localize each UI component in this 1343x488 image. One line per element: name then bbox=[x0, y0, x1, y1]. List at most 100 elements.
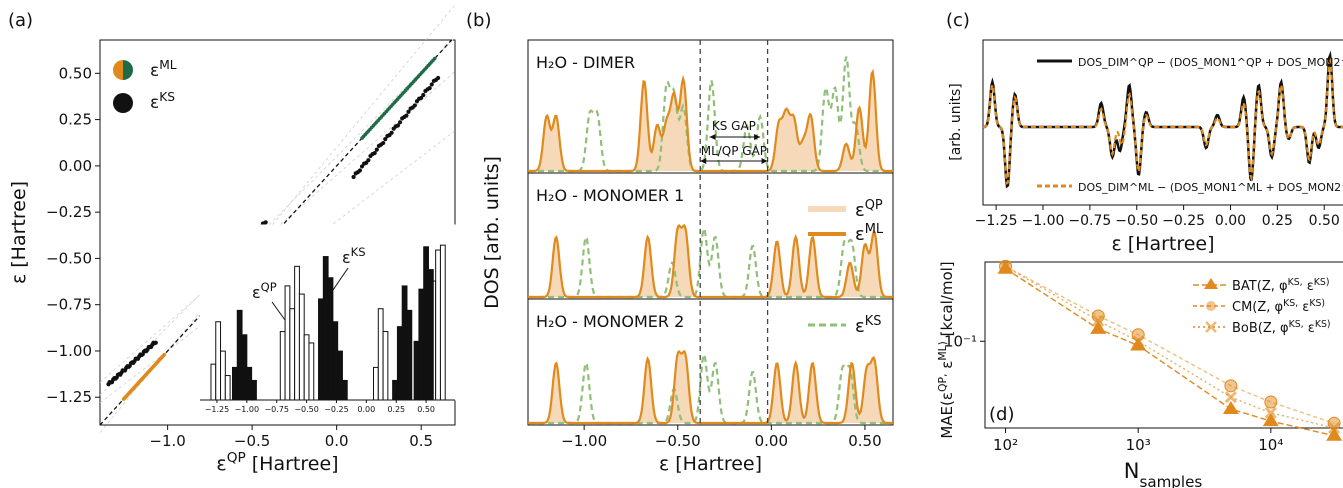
qp-histogram-bar bbox=[279, 331, 286, 401]
y-axis-label: MAE(εQP, εML) [kcal/mol] bbox=[936, 261, 957, 438]
series-line bbox=[1005, 265, 1335, 424]
y-axis-label: ε [Hartree] bbox=[8, 181, 30, 284]
ks-histogram-bar bbox=[392, 379, 398, 401]
ks-dos-line bbox=[528, 227, 893, 299]
qp-histogram-bar bbox=[373, 366, 379, 401]
legend-ks-label: εKS bbox=[855, 314, 881, 338]
ks-histogram-bar bbox=[423, 246, 429, 401]
bat-marker bbox=[1222, 401, 1239, 415]
panel-b-frame bbox=[527, 39, 894, 426]
ks-histogram-bar bbox=[318, 298, 324, 401]
panel-d-frame bbox=[984, 261, 1343, 429]
ks-histogram-bar bbox=[327, 277, 334, 401]
y-tick-label: −0.25 bbox=[46, 203, 92, 221]
legend-label: BAT(Z, φKS, εKS) bbox=[1232, 277, 1329, 295]
legend-qp-label: DOS_DIM^QP − (DOS_MON1^QP + DOS_MON2^QP) bbox=[1078, 56, 1343, 69]
x-tick-label: −0.50 bbox=[1115, 213, 1158, 229]
ks-histogram-bar bbox=[322, 256, 329, 401]
x-tick-label: −0.25 bbox=[1162, 213, 1205, 229]
x-tick-label: 10³ bbox=[1126, 436, 1151, 454]
ml-difference-line bbox=[983, 57, 1343, 186]
qp-histogram-bar bbox=[289, 308, 296, 401]
ks-histogram-bar bbox=[337, 350, 343, 401]
qp-histogram-bar bbox=[215, 321, 222, 401]
inset-qp-label: εQP bbox=[252, 280, 277, 302]
legend-bat-marker bbox=[1204, 278, 1218, 289]
bob-marker bbox=[1224, 391, 1237, 404]
legend-label: BoB(Z, φKS, εKS) bbox=[1232, 319, 1331, 337]
ks-point bbox=[263, 220, 268, 225]
inset-qp-pointer bbox=[271, 301, 286, 321]
qp-difference-line bbox=[983, 50, 1343, 189]
bat-marker bbox=[1262, 413, 1279, 427]
x-tick-label: −0.50 bbox=[655, 432, 701, 450]
series-line bbox=[1005, 268, 1335, 437]
y-tick-label: 0.25 bbox=[59, 111, 92, 129]
x-tick-label: 0.5 bbox=[409, 432, 433, 450]
qp-histogram-bar bbox=[435, 249, 441, 401]
ks-histogram-bar bbox=[332, 321, 339, 401]
legend-bob-marker bbox=[1205, 321, 1217, 333]
bob-marker bbox=[999, 260, 1012, 273]
qp-histogram-bar bbox=[224, 375, 231, 401]
x-tick-label: 0.25 bbox=[1262, 213, 1293, 229]
y-tick-label: −0.75 bbox=[46, 296, 92, 314]
qp-histogram-bar bbox=[439, 244, 446, 401]
x-tick-label: 0.00 bbox=[1215, 213, 1246, 229]
subplot-title: H₂O - DIMER bbox=[536, 53, 635, 72]
qp-histogram-bar bbox=[303, 334, 310, 401]
ks-point bbox=[357, 168, 363, 173]
inset-tick-label: −0.75 bbox=[264, 405, 289, 414]
panel-c-frame bbox=[982, 39, 1343, 206]
inset-tick-label: −1.25 bbox=[205, 405, 230, 414]
ks-point bbox=[429, 82, 434, 87]
inset-tick-label: 0.25 bbox=[387, 405, 405, 414]
inset-ks-label: εKS bbox=[342, 245, 366, 267]
ks-histogram-bar bbox=[241, 334, 248, 401]
arrow-head bbox=[754, 134, 761, 140]
legend-ml-label: DOS_DIM^ML − (DOS_MON1^ML + DOS_MON2^ML) bbox=[1078, 181, 1343, 194]
x-tick-label: 10² bbox=[993, 436, 1018, 454]
ks-point bbox=[412, 103, 417, 108]
ml-dos-line bbox=[528, 68, 893, 173]
subplot-title: H₂O - MONOMER 2 bbox=[536, 312, 684, 331]
ml-point bbox=[162, 352, 167, 357]
ks-point bbox=[406, 109, 411, 114]
ks-dos-line bbox=[528, 353, 893, 425]
ks-point bbox=[419, 95, 424, 101]
panel-label-b: (b) bbox=[466, 10, 492, 31]
x-axis-label: ε [Hartree] bbox=[659, 453, 762, 475]
ks-point bbox=[153, 340, 158, 345]
arrow-head bbox=[700, 158, 707, 164]
y-tick-label: 0.50 bbox=[59, 64, 92, 82]
ks-histogram-bar bbox=[413, 340, 420, 401]
ks-histogram-bar bbox=[396, 326, 403, 401]
y-axis-label: [arb. units] bbox=[948, 83, 964, 160]
ks-histogram-bar bbox=[251, 379, 257, 401]
qp-histogram-bar bbox=[294, 265, 300, 401]
x-tick-label: 10⁴ bbox=[1258, 436, 1283, 454]
x-tick-label: 0.50 bbox=[848, 432, 881, 450]
inset-tick-label: 0.50 bbox=[417, 405, 435, 414]
panel-label-a: (a) bbox=[8, 10, 34, 31]
x-tick-label: 0.00 bbox=[755, 432, 788, 450]
qp-fill bbox=[528, 71, 893, 171]
x-axis-label: ε [Hartree] bbox=[1111, 233, 1214, 255]
ks-histogram-bar bbox=[406, 309, 413, 401]
y-tick-label: 0.00 bbox=[59, 157, 92, 175]
legend-ml-label: εML bbox=[855, 222, 884, 246]
ks-histogram-bar bbox=[427, 269, 434, 401]
x-tick-label: −1.00 bbox=[561, 432, 607, 450]
ks-histogram-bar bbox=[418, 288, 425, 401]
legend-ml-label: εML bbox=[150, 58, 177, 81]
ks-point bbox=[366, 158, 371, 163]
x-tick-label: 0.0 bbox=[325, 432, 349, 450]
legend-ml-marker-orange bbox=[113, 60, 123, 80]
qp-histogram-bar bbox=[284, 285, 291, 401]
x-tick-label: 0.50 bbox=[1309, 213, 1340, 229]
legend-label: CM(Z, φKS, εKS) bbox=[1232, 298, 1325, 316]
bob-marker bbox=[1092, 314, 1105, 327]
panel-label-c: (c) bbox=[946, 10, 970, 31]
inset-tick-label: −0.25 bbox=[324, 405, 349, 414]
ks-point bbox=[397, 120, 403, 125]
